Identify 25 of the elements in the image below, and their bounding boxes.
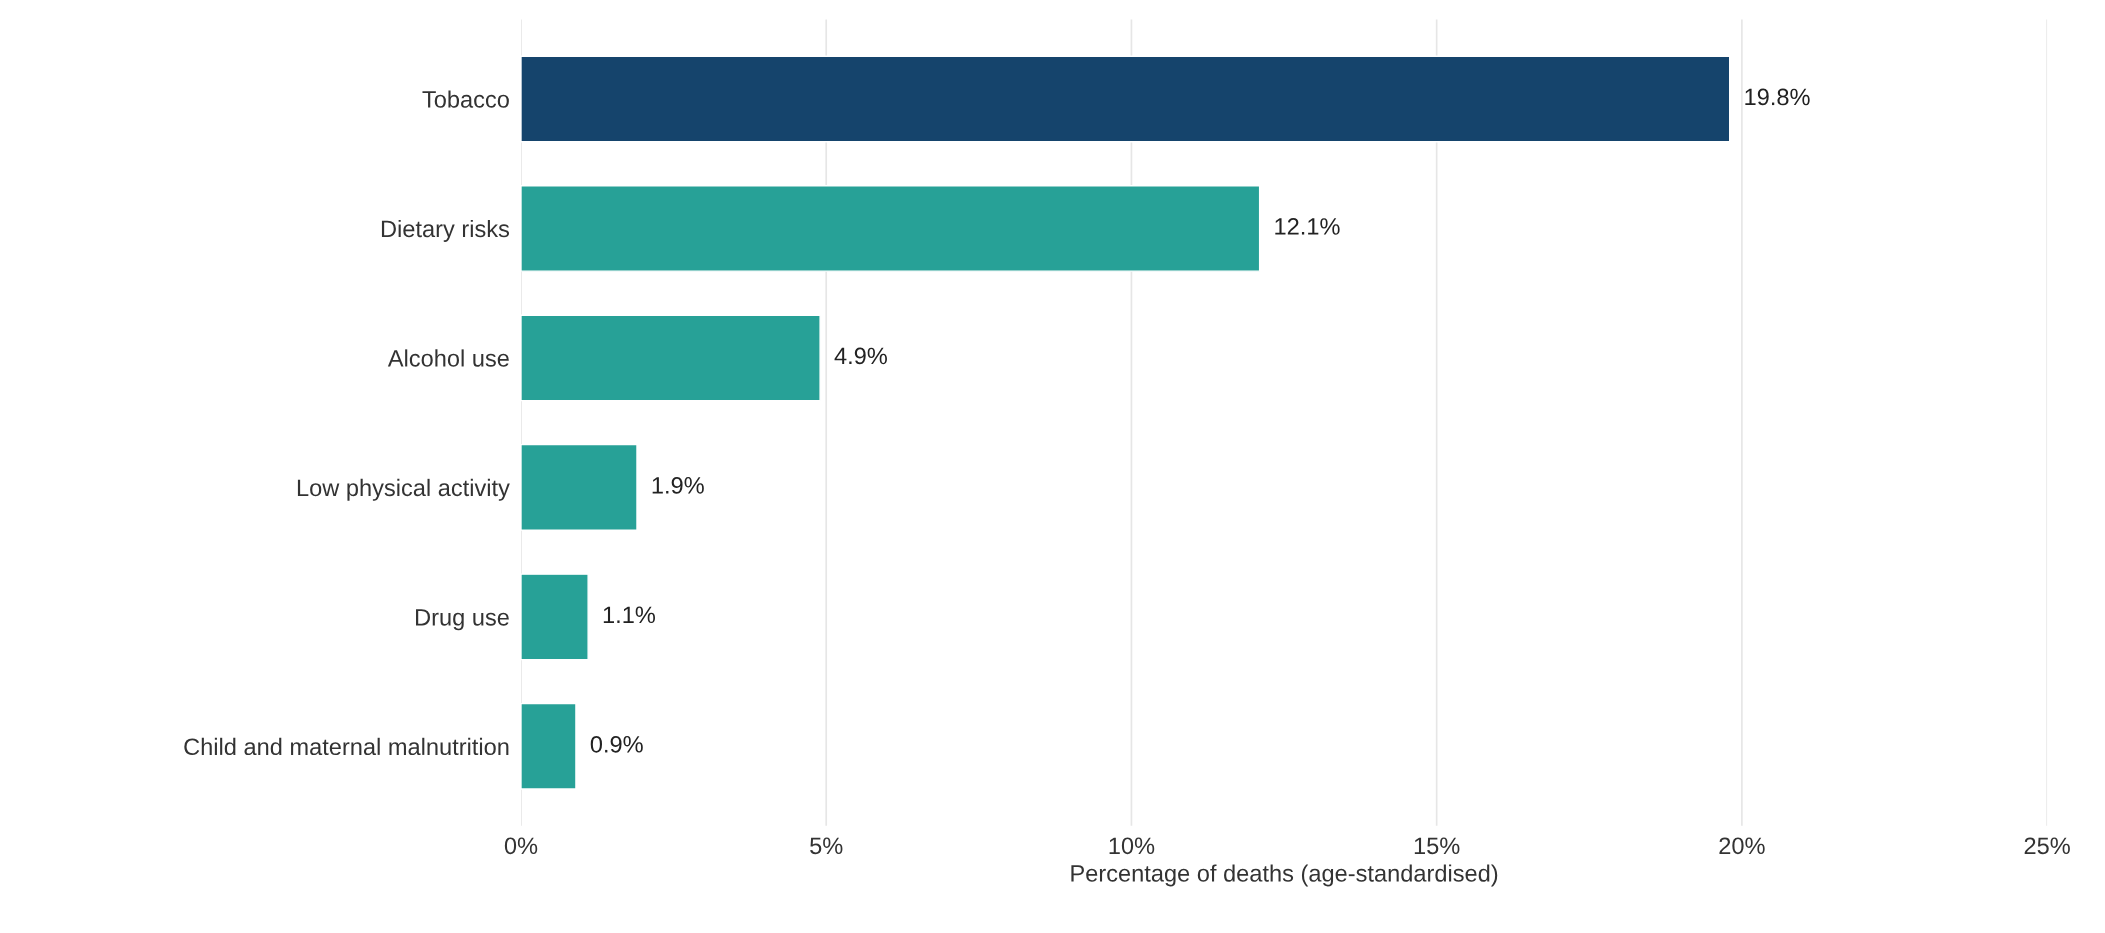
data-label: 12.1%: [1275, 218, 1340, 235]
y-tick-label: Low physical activity: [297, 478, 510, 501]
x-tick-label: 5%: [810, 837, 843, 855]
x-tick-label: 20%: [1719, 837, 1765, 855]
y-tick-label: Alcohol use: [387, 349, 509, 367]
x-tick-label: 15%: [1414, 837, 1460, 855]
data-label: 19.8%: [1745, 88, 1810, 106]
y-tick-label: Dietary risks: [381, 219, 510, 242]
bar: [520, 573, 589, 661]
y-tick-label: Tobacco: [422, 90, 509, 108]
x-tick-label: 25%: [2024, 837, 2070, 855]
bar: [520, 185, 1261, 272]
bar: [520, 314, 821, 402]
bar: [520, 702, 577, 790]
data-label: 1.1%: [603, 606, 655, 624]
bar: [520, 443, 638, 531]
data-label: 4.9%: [834, 347, 887, 365]
x-tick-label: 10%: [1109, 837, 1155, 855]
y-tick-label: Drug use: [416, 609, 509, 631]
y-tick-label: Child and maternal malnutrition: [184, 737, 509, 756]
bar: [520, 55, 1731, 143]
x-axis-title: Percentage of deaths (age-standardised): [1071, 864, 1498, 887]
data-label: 0.9%: [590, 735, 643, 753]
x-tick-label: 0%: [504, 837, 538, 855]
data-label: 1.9%: [652, 477, 704, 494]
